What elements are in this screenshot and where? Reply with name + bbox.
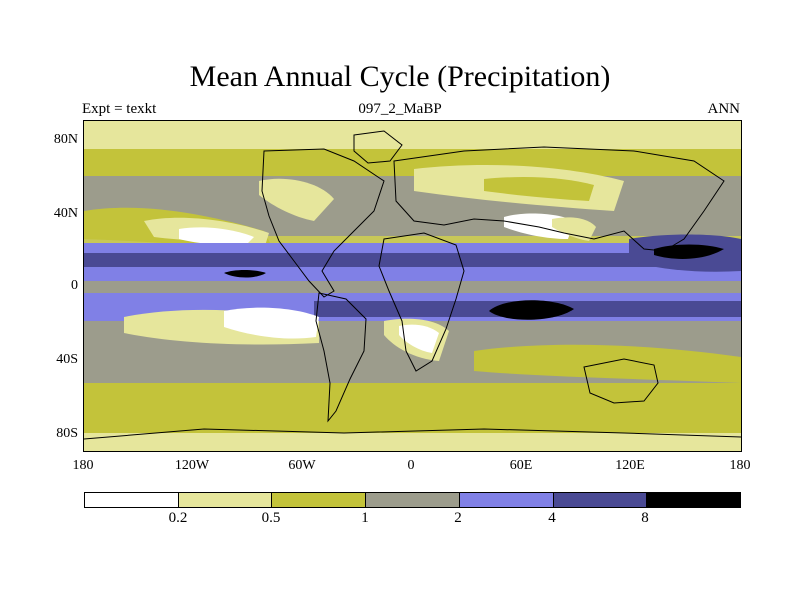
field-namerica-light — [259, 178, 334, 221]
band-southern-ocean — [84, 383, 741, 423]
colorbar-label: 8 — [641, 510, 649, 526]
band-eq-north-dark — [84, 253, 741, 267]
x-tick-label: 0 — [407, 458, 415, 473]
colorbar-label: 0.2 — [168, 510, 188, 526]
subtitle-right: ANN — [707, 101, 741, 117]
coast-antarctica — [84, 428, 741, 440]
coast-south-america — [315, 292, 367, 423]
subtitle-left: Expt = texkt — [82, 101, 157, 117]
colorbar-swatch — [553, 493, 648, 507]
field-arabia-light — [552, 217, 596, 241]
colorbar-swatch — [178, 493, 273, 507]
y-tick-label: 40N — [53, 206, 78, 221]
field-io-black — [489, 300, 574, 320]
coast-greenland — [353, 130, 403, 164]
y-tick-label: 80S — [56, 426, 78, 441]
y-tick-label: 0 — [71, 278, 78, 293]
y-tick-label: 80N — [53, 132, 78, 147]
field-pac-black — [224, 270, 266, 278]
coast-africa — [378, 232, 465, 372]
field-wpac-black — [654, 244, 724, 259]
band-eq-mid — [84, 281, 741, 295]
field-sindian-yellow — [474, 344, 741, 383]
colorbar-label: 2 — [454, 510, 462, 526]
x-tick-label: 180 — [729, 458, 751, 473]
colorbar — [84, 492, 741, 508]
field-npac-white — [179, 227, 254, 247]
precipitation-map — [83, 120, 742, 452]
band-antarctic-light — [84, 433, 741, 451]
coast-north-america — [261, 148, 385, 298]
x-tick-label: 120W — [174, 458, 210, 473]
colorbar-label: 4 — [548, 510, 556, 526]
colorbar-swatch — [459, 493, 554, 507]
x-tick-label: 180 — [72, 458, 94, 473]
y-tick-label: 40S — [56, 352, 78, 367]
colorbar-label: 0.5 — [261, 510, 281, 526]
colorbar-swatch — [85, 493, 179, 507]
field-safrica-white — [399, 324, 439, 353]
chart-title: Mean Annual Cycle (Precipitation) — [189, 60, 611, 93]
field-spac-white — [224, 307, 319, 339]
x-tick-label: 120E — [615, 458, 645, 473]
subtitle-center: 097_2_MaBP — [358, 101, 442, 117]
x-tick-label: 60W — [288, 458, 316, 473]
field-asia-yellow — [484, 177, 594, 201]
x-tick-label: 60E — [509, 458, 533, 473]
coast-eurasia — [393, 146, 725, 252]
colorbar-swatch — [272, 493, 367, 507]
colorbar-swatch — [366, 493, 460, 507]
map-svg — [84, 121, 741, 451]
coastlines — [84, 130, 741, 440]
colorbar-swatch — [647, 493, 741, 507]
colorbar-label: 1 — [361, 510, 369, 526]
coast-australia — [583, 358, 659, 404]
